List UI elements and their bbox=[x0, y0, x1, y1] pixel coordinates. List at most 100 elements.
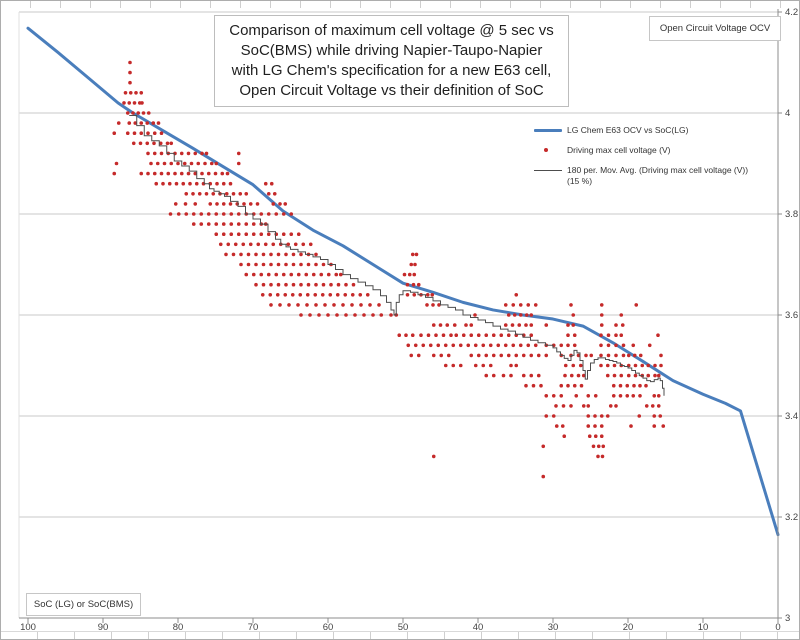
scatter-point bbox=[481, 343, 486, 348]
scatter-point bbox=[512, 313, 517, 317]
scatter-point bbox=[652, 424, 657, 428]
scatter-point bbox=[244, 222, 249, 226]
scatter-point bbox=[559, 343, 564, 348]
scatter-point bbox=[514, 293, 519, 297]
y-axis-tick-label: 4 bbox=[785, 108, 790, 119]
scatter-point bbox=[173, 171, 177, 176]
scatter-point bbox=[544, 414, 549, 418]
scatter-point bbox=[554, 404, 558, 408]
scatter-point bbox=[132, 131, 137, 135]
scatter-point bbox=[125, 111, 130, 115]
legend-item-ocv-line[interactable]: LG Chem E63 OCV vs SoC(LG) bbox=[534, 125, 786, 136]
scatter-point bbox=[379, 313, 384, 317]
scatter-point bbox=[572, 383, 577, 388]
scatter-point bbox=[611, 394, 616, 398]
scatter-point bbox=[214, 222, 219, 226]
scatter-point bbox=[514, 363, 519, 368]
scatter-point bbox=[314, 252, 318, 257]
scatter-point bbox=[263, 242, 268, 247]
scatter-point bbox=[521, 353, 526, 358]
scatter-point bbox=[637, 414, 642, 418]
ocv-curve bbox=[26, 26, 780, 537]
scatter-point bbox=[233, 242, 238, 247]
scatter-point bbox=[469, 333, 474, 338]
scatter-point bbox=[661, 424, 666, 428]
scatter-point bbox=[214, 212, 219, 216]
scatter-point bbox=[165, 141, 170, 146]
scatter-point bbox=[626, 373, 631, 378]
scatter-point bbox=[191, 212, 196, 216]
scatter-point bbox=[412, 293, 417, 297]
scatter-point bbox=[299, 262, 303, 267]
scatter-point bbox=[146, 111, 151, 115]
scatter-point bbox=[614, 404, 618, 408]
scatter-point bbox=[215, 202, 219, 206]
scatter-point bbox=[268, 293, 273, 297]
scatter-point bbox=[633, 373, 638, 378]
scatter-point bbox=[224, 252, 228, 257]
scatter-point bbox=[269, 262, 273, 267]
scatter-point bbox=[416, 353, 421, 358]
y-axis-tick-label: 3 bbox=[785, 613, 790, 624]
scatter-point bbox=[653, 373, 657, 378]
scatter-point bbox=[191, 222, 196, 226]
scatter-point bbox=[618, 394, 623, 398]
scatter-point bbox=[269, 181, 274, 186]
scatter-point bbox=[236, 232, 241, 236]
scatter-point bbox=[466, 343, 471, 348]
scatter-point bbox=[518, 303, 523, 307]
chart-title[interactable]: Comparison of maximum cell voltage @ 5 s… bbox=[214, 15, 569, 107]
legend-label: Driving max cell voltage (V) bbox=[567, 145, 671, 155]
scatter-point bbox=[226, 242, 231, 247]
scatter-point bbox=[576, 373, 581, 378]
scatter-point bbox=[501, 373, 506, 378]
scatter-point bbox=[656, 333, 660, 338]
scatter-point bbox=[274, 212, 279, 216]
scatter-point bbox=[290, 293, 295, 297]
scatter-point bbox=[188, 181, 192, 186]
y-axis-title-box[interactable]: Open Circuit Voltage OCV bbox=[649, 16, 781, 41]
scatter-point bbox=[266, 272, 271, 277]
scatter-point bbox=[606, 333, 611, 338]
scatter-point bbox=[419, 333, 423, 338]
x-axis-title-label: SoC (LG) or SoC(BMS) bbox=[33, 599, 134, 610]
scatter-point bbox=[563, 373, 567, 378]
scatter-point bbox=[321, 282, 326, 287]
scatter-point bbox=[284, 252, 288, 257]
scatter-point bbox=[629, 424, 633, 428]
scatter-point bbox=[261, 262, 266, 267]
scatter-point bbox=[313, 293, 318, 297]
scatter-point bbox=[182, 161, 187, 166]
scatter-point bbox=[159, 171, 164, 176]
scatter-point bbox=[298, 293, 303, 297]
scatter-point bbox=[647, 343, 652, 348]
scatter-point bbox=[173, 202, 178, 206]
legend-item-scatter[interactable]: Driving max cell voltage (V) bbox=[534, 145, 786, 156]
scatter-point bbox=[509, 373, 513, 378]
scatter-point bbox=[446, 353, 451, 358]
y-axis-tick-label: 3.6 bbox=[785, 310, 798, 321]
chart-title-line: with LG Chem's specification for a new E… bbox=[231, 62, 552, 79]
scatter-point bbox=[221, 202, 226, 206]
scatter-point bbox=[612, 363, 617, 368]
scatter-point bbox=[526, 303, 531, 307]
scatter-point bbox=[529, 353, 534, 358]
scatter-point bbox=[335, 293, 340, 297]
x-axis-title-box[interactable]: SoC (LG) or SoC(BMS) bbox=[26, 593, 141, 616]
scatter-point bbox=[228, 202, 233, 206]
scatter-point bbox=[524, 323, 528, 327]
scatter-point bbox=[283, 202, 288, 206]
legend[interactable]: LG Chem E63 OCV vs SoC(LG) Driving max c… bbox=[534, 125, 786, 196]
scatter-point bbox=[176, 212, 181, 216]
scatter-point bbox=[176, 161, 180, 166]
scatter-point bbox=[229, 222, 234, 226]
scatter-point bbox=[338, 272, 343, 277]
scatter-point bbox=[659, 353, 663, 358]
scatter-point bbox=[166, 171, 171, 176]
scatter-point bbox=[236, 151, 241, 156]
scatter-point bbox=[491, 353, 496, 358]
scatter-point bbox=[341, 303, 345, 307]
scatter-point bbox=[425, 303, 429, 307]
scatter-point bbox=[562, 434, 567, 439]
legend-item-moving-avg[interactable]: 180 per. Mov. Avg. (Driving max cell vol… bbox=[534, 165, 786, 187]
